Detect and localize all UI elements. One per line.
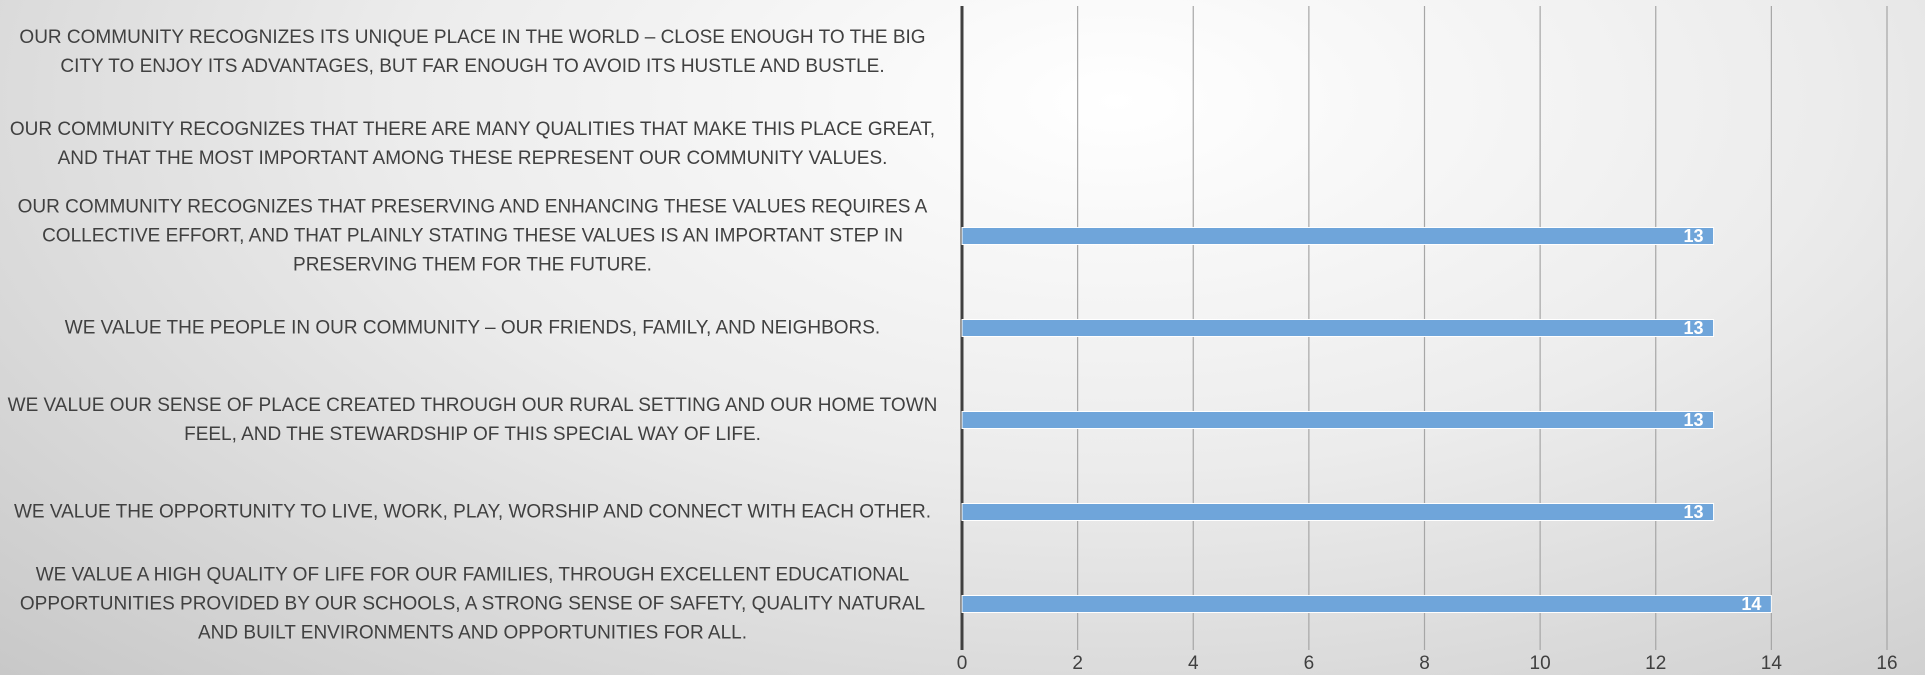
bar bbox=[961, 227, 1715, 245]
category-label: WE VALUE THE OPPORTUNITY TO LIVE, WORK, … bbox=[13, 501, 932, 523]
bar bbox=[961, 503, 1715, 521]
category-label: WE VALUE OUR SENSE OF PLACE CREATED THRO… bbox=[7, 395, 938, 445]
x-tick-label: 4 bbox=[1188, 653, 1199, 674]
x-tick-label: 8 bbox=[1419, 653, 1430, 674]
category-labels: OUR COMMUNITY RECOGNIZES ITS UNIQUE PLAC… bbox=[0, 0, 945, 675]
x-tick-label: 14 bbox=[1761, 653, 1783, 674]
category-label: OUR COMMUNITY RECOGNIZES ITS UNIQUE PLAC… bbox=[19, 27, 926, 77]
category-label: OUR COMMUNITY RECOGNIZES THAT PRESERVING… bbox=[17, 196, 928, 276]
bar bbox=[961, 411, 1715, 429]
data-label: 13 bbox=[1684, 502, 1704, 522]
category-label: WE VALUE THE PEOPLE IN OUR COMMUNITY – O… bbox=[64, 317, 881, 339]
data-label: 13 bbox=[1684, 410, 1704, 430]
data-label: 13 bbox=[1684, 318, 1704, 338]
category-label: OUR COMMUNITY RECOGNIZES THAT THERE ARE … bbox=[9, 119, 936, 169]
bar bbox=[961, 319, 1715, 337]
x-tick-label: 12 bbox=[1645, 653, 1666, 674]
bar bbox=[961, 595, 1772, 613]
x-tick-label: 2 bbox=[1072, 653, 1083, 674]
data-label: 14 bbox=[1741, 594, 1761, 614]
category-label: WE VALUE A HIGH QUALITY OF LIFE FOR OUR … bbox=[19, 564, 926, 644]
data-label: 13 bbox=[1684, 226, 1704, 246]
x-tick-label: 6 bbox=[1304, 653, 1315, 674]
x-tick-label: 16 bbox=[1876, 653, 1897, 674]
x-tick-label: 10 bbox=[1530, 653, 1551, 674]
x-tick-label: 0 bbox=[957, 653, 968, 674]
